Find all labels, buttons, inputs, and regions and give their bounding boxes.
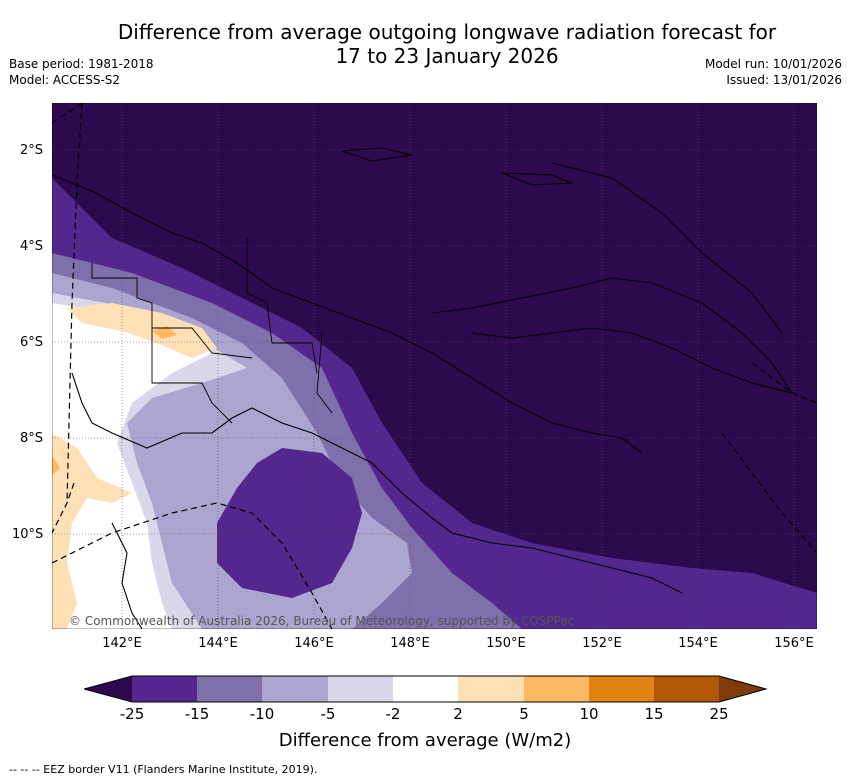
cbar-tick-0: -25 xyxy=(119,705,145,723)
lat-label-2s: 2°S xyxy=(20,143,44,158)
olr-anomaly-map xyxy=(52,103,817,629)
colorbar-bin-3 xyxy=(262,676,328,702)
base-period: Base period: 1981-2018 xyxy=(9,57,154,71)
lon-label-154e: 154°E xyxy=(678,636,718,651)
colorbar-extend-high xyxy=(719,676,766,702)
lon-label-142e: 142°E xyxy=(102,636,142,651)
graticule xyxy=(52,103,817,629)
cbar-tick-5: 2 xyxy=(453,705,463,723)
colorbar-bin-9 xyxy=(654,676,719,702)
colorbar xyxy=(84,675,768,703)
colorbar-bin-4 xyxy=(328,676,393,702)
australia-cape-york xyxy=(111,522,143,629)
colorbar-label: Difference from average (W/m2) xyxy=(278,730,572,751)
new-guinea-north-coast xyxy=(52,174,643,454)
colorbar-bin-6 xyxy=(458,676,524,702)
cbar-tick-2: -10 xyxy=(249,705,275,723)
north-islands xyxy=(341,147,573,186)
lat-label-6s: 6°S xyxy=(20,335,44,350)
eez-footnote: -- -- -- EEZ border V11 (Flanders Marine… xyxy=(9,763,318,776)
colorbar-extend-low xyxy=(84,676,132,702)
cbar-tick-3: -5 xyxy=(320,705,336,723)
eez-borders xyxy=(52,103,817,629)
lon-label-148e: 148°E xyxy=(390,636,430,651)
colorbar-bin-7 xyxy=(524,676,589,702)
colorbar-bin-1 xyxy=(132,676,197,702)
map-title: Difference from average outgoing longwav… xyxy=(0,20,850,68)
colorbar-bin-8 xyxy=(589,676,654,702)
lat-label-4s: 4°S xyxy=(20,239,44,254)
cbar-tick-6: 5 xyxy=(519,705,529,723)
cbar-tick-4: -2 xyxy=(385,705,401,723)
coastlines xyxy=(52,147,794,629)
meta-right: Model run: 10/01/2026 Issued: 13/01/2026 xyxy=(705,56,842,88)
colorbar-bin-2 xyxy=(197,676,262,702)
lon-label-156e: 156°E xyxy=(774,636,814,651)
positive-patch-core xyxy=(152,326,177,339)
core-neg25-neg15 xyxy=(217,448,362,598)
lon-label-146e: 146°E xyxy=(294,636,334,651)
lat-label-10s: 10°S xyxy=(12,527,44,542)
new-ireland xyxy=(551,162,783,334)
title-line-2: 17 to 23 January 2026 xyxy=(335,44,559,68)
issued-date: Issued: 13/01/2026 xyxy=(726,73,842,87)
colorbar-bin-5 xyxy=(393,676,458,702)
positive-patch-west-core xyxy=(52,455,60,475)
new-britain xyxy=(431,277,794,394)
new-guinea-south-coast xyxy=(71,372,683,594)
cbar-tick-9: 25 xyxy=(709,705,729,723)
model-run: Model run: 10/01/2026 xyxy=(704,57,842,71)
band-neutral xyxy=(52,303,212,629)
cbar-tick-8: 15 xyxy=(644,705,664,723)
title-line-1: Difference from average outgoing longwav… xyxy=(117,20,777,44)
copyright-note: © Commonwealth of Australia 2026, Bureau… xyxy=(69,614,575,628)
cbar-tick-1: -15 xyxy=(184,705,210,723)
meta-left: Base period: 1981-2018 Model: ACCESS-S2 xyxy=(9,56,154,88)
positive-patch-west xyxy=(52,433,132,629)
model-name: Model: ACCESS-S2 xyxy=(9,73,121,87)
cbar-tick-7: 10 xyxy=(579,705,599,723)
admin-borders xyxy=(91,238,333,424)
lon-label-144e: 144°E xyxy=(198,636,238,651)
lon-label-150e: 150°E xyxy=(486,636,526,651)
lon-label-152e: 152°E xyxy=(582,636,622,651)
lat-label-8s: 8°S xyxy=(20,431,44,446)
positive-patch-north xyxy=(67,303,217,358)
